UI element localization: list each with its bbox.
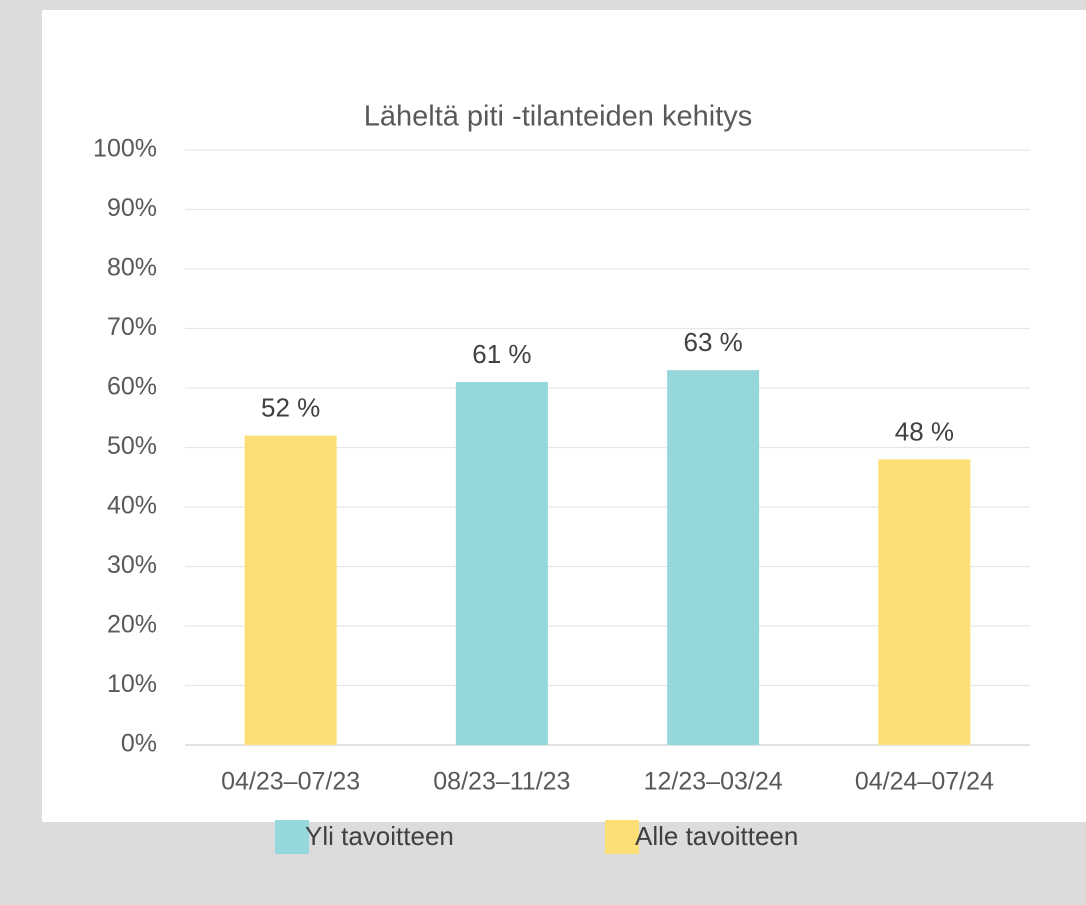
page: Läheltä piti -tilanteiden kehitys 0% 10% 2… [0,0,1086,905]
legend-swatch [275,820,309,854]
legend-label: Alle tavoitteen [635,821,798,851]
bar [878,459,970,745]
y-tick-label: 40% [107,492,157,520]
value-label: 63 % [683,327,742,357]
value-label: 61 % [472,339,531,369]
value-label: 52 % [261,392,320,422]
bar [667,370,759,745]
chart-title: Läheltä piti -tilanteiden kehitys [364,101,753,133]
y-tick-label: 60% [107,373,157,401]
x-tick-label: 08/23–11/23 [433,768,570,796]
y-tick-label: 10% [107,670,157,698]
x-tick-label: 04/23–07/23 [221,768,360,796]
y-tick-label: 70% [107,313,157,341]
y-tick-label: 100% [93,135,157,163]
y-tick-label: 0% [121,730,157,758]
y-tick-label: 80% [107,254,157,282]
y-tick-label: 50% [107,432,157,460]
x-tick-label: 12/23–03/24 [644,768,783,796]
y-tick-label: 90% [107,194,157,222]
legend-swatch [605,820,639,854]
legend-label: Yli tavoitteen [305,821,454,851]
y-tick-label: 20% [107,611,157,639]
chart: Läheltä piti -tilanteiden kehitys 0% 10% 2… [0,0,1086,905]
bar [245,436,337,745]
y-tick-label: 30% [107,551,157,579]
x-tick-label: 04/24–07/24 [855,768,994,796]
value-label: 48 % [895,416,954,446]
bar [456,382,548,745]
